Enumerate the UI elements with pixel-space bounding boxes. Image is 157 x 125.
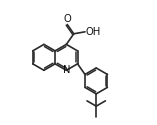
Text: OH: OH xyxy=(85,27,101,37)
Text: O: O xyxy=(63,14,71,24)
Text: N: N xyxy=(63,65,70,75)
